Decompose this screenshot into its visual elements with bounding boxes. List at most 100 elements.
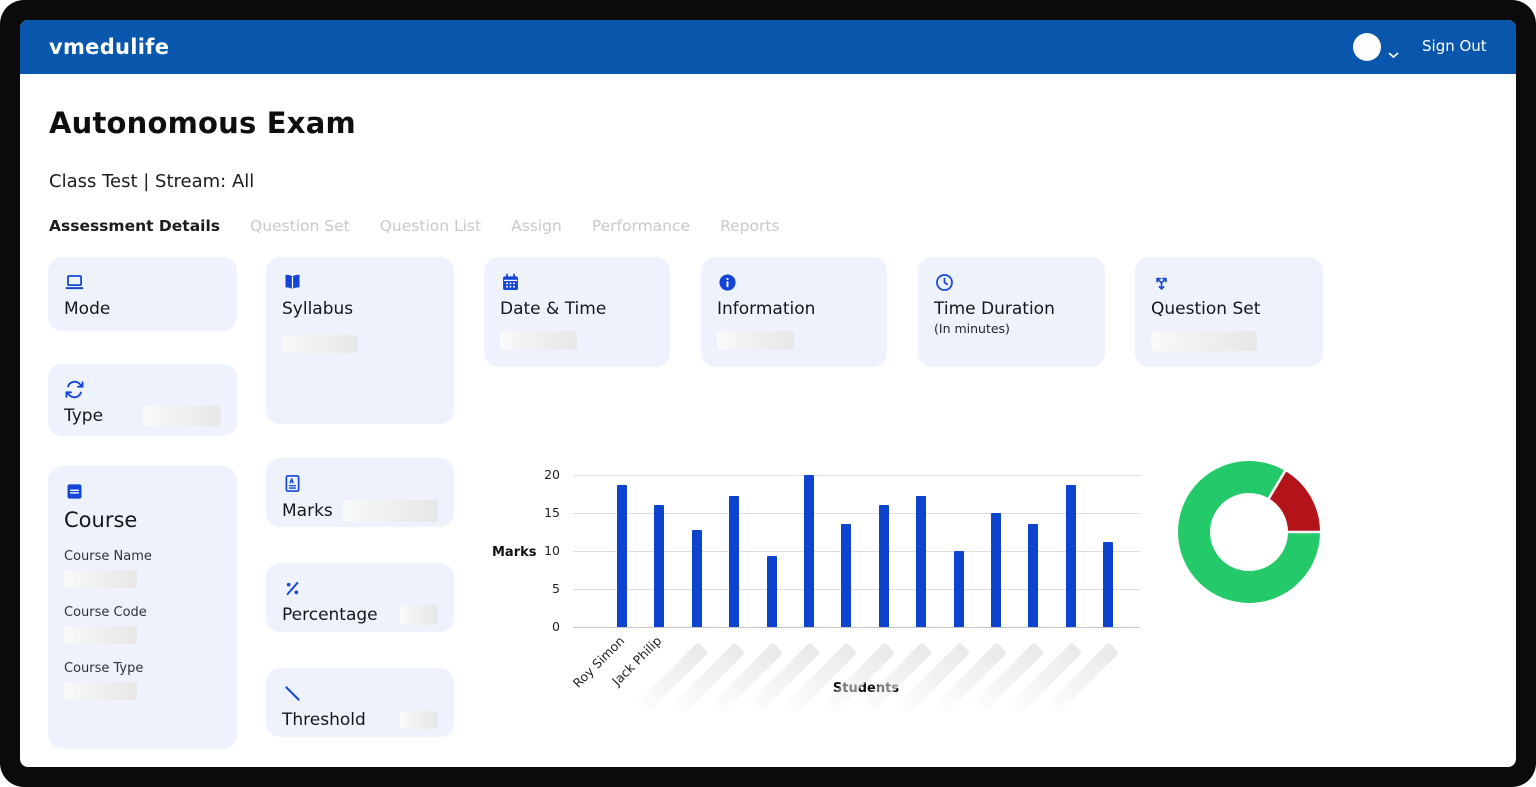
redacted-x-label xyxy=(674,642,746,714)
percent-icon xyxy=(282,578,438,600)
course-type-field: Course Type xyxy=(64,661,221,700)
user-avatar[interactable] xyxy=(1353,33,1381,61)
card-syllabus: Syllabus xyxy=(266,257,454,424)
bar xyxy=(766,556,777,627)
top-navbar: vmedulife Sign Out xyxy=(20,20,1516,74)
brand-logo: vmedulife xyxy=(49,35,170,59)
grid-line xyxy=(573,475,1140,476)
card-percentage: Percentage xyxy=(266,563,454,632)
card-label: Question Set xyxy=(1151,299,1261,319)
course-code-field: Course Code xyxy=(64,605,221,644)
calendar-icon xyxy=(500,272,654,294)
redacted-value xyxy=(282,335,358,353)
grid-line xyxy=(573,627,1140,628)
open-book-icon xyxy=(282,272,438,294)
card-question-set: Question Set xyxy=(1135,257,1323,367)
card-label: Marks xyxy=(282,501,333,521)
redacted-value xyxy=(64,626,137,644)
redacted-value xyxy=(400,711,438,729)
redacted-value xyxy=(400,605,438,625)
page-title: Autonomous Exam xyxy=(49,106,356,140)
clock-icon xyxy=(934,272,1089,294)
bar xyxy=(654,505,665,627)
tab-bar: Assessment Details Question Set Question… xyxy=(49,217,780,235)
bar xyxy=(617,484,627,627)
grade-sheet-icon xyxy=(282,473,438,495)
bar xyxy=(916,496,927,627)
bar xyxy=(691,530,702,627)
laptop-icon xyxy=(64,272,221,294)
tab-question-set[interactable]: Question Set xyxy=(250,217,350,235)
redacted-value xyxy=(717,331,794,350)
grid-line xyxy=(573,589,1140,590)
redacted-value xyxy=(343,500,438,522)
card-label: Threshold xyxy=(282,710,366,730)
donut-divider xyxy=(1266,470,1287,501)
bar xyxy=(1103,541,1114,627)
card-label: Date & Time xyxy=(500,299,607,319)
grid-line xyxy=(573,513,1140,514)
course-name-label: Course Name xyxy=(64,549,152,564)
tab-performance[interactable]: Performance xyxy=(591,217,691,235)
tab-question-list[interactable]: Question List xyxy=(379,217,482,235)
bar xyxy=(841,524,852,627)
card-course: Course Course Name Course Code Course Ty… xyxy=(48,466,237,749)
card-label: Time Duration xyxy=(934,299,1055,319)
bar xyxy=(878,505,889,627)
bar xyxy=(1065,484,1076,627)
card-date-time: Date & Time xyxy=(484,257,670,367)
redacted-value xyxy=(64,570,137,588)
card-marks: Marks xyxy=(266,458,454,527)
course-name-field: Course Name xyxy=(64,549,221,588)
app-window: vmedulife Sign Out Autonomous Exam Class… xyxy=(20,20,1516,767)
page-subtitle: Class Test | Stream: All xyxy=(49,171,255,192)
card-label: Percentage xyxy=(282,605,378,625)
redacted-x-label xyxy=(861,642,933,714)
card-label: Syllabus xyxy=(282,299,354,319)
tab-assessment-details[interactable]: Assessment Details xyxy=(49,217,221,235)
redacted-x-label xyxy=(786,642,858,714)
bar xyxy=(804,475,814,627)
tab-reports[interactable]: Reports xyxy=(720,217,780,235)
marks-bar-chart: Marks Students 0 5 10 15 20 Roy Simon Jack Phi… xyxy=(476,460,1176,722)
bar xyxy=(991,513,1001,627)
redacted-x-label xyxy=(973,642,1045,714)
y-axis-title: Marks xyxy=(492,545,537,560)
result-donut-chart xyxy=(1178,461,1320,603)
card-information: Information xyxy=(701,257,887,367)
sync-icon xyxy=(64,379,221,401)
info-icon xyxy=(717,272,871,294)
y-tick-label: 0 xyxy=(552,619,560,634)
chevron-down-icon[interactable] xyxy=(1388,44,1399,63)
bar xyxy=(1028,524,1039,627)
y-tick-label: 15 xyxy=(544,505,560,520)
redacted-x-label xyxy=(1048,642,1120,714)
card-label: Course xyxy=(64,508,138,532)
redacted-value xyxy=(1151,331,1257,351)
card-sublabel: (In minutes) xyxy=(934,321,1010,336)
bar xyxy=(953,551,964,627)
threshold-line-icon xyxy=(282,683,438,705)
redacted-value xyxy=(64,682,137,700)
course-type-label: Course Type xyxy=(64,661,144,676)
card-threshold: Threshold xyxy=(266,668,454,737)
card-label: Mode xyxy=(64,299,111,319)
bar xyxy=(729,496,740,627)
shuffle-arrows-icon xyxy=(1151,272,1307,294)
card-label: Information xyxy=(717,299,816,319)
sign-out-button[interactable]: Sign Out xyxy=(1422,37,1487,55)
redacted-value xyxy=(143,406,221,426)
course-code-label: Course Code xyxy=(64,605,147,620)
card-type: Type xyxy=(48,364,237,436)
y-tick-label: 10 xyxy=(544,543,560,558)
y-tick-label: 20 xyxy=(544,467,560,482)
card-label: Type xyxy=(64,406,104,426)
redacted-value xyxy=(500,331,577,350)
card-mode: Mode xyxy=(48,257,237,331)
card-time-duration: Time Duration (In minutes) xyxy=(918,257,1105,367)
book-icon xyxy=(64,481,221,503)
grid-line xyxy=(573,551,1140,552)
tab-assign[interactable]: Assign xyxy=(511,217,562,235)
y-tick-label: 5 xyxy=(552,581,560,596)
